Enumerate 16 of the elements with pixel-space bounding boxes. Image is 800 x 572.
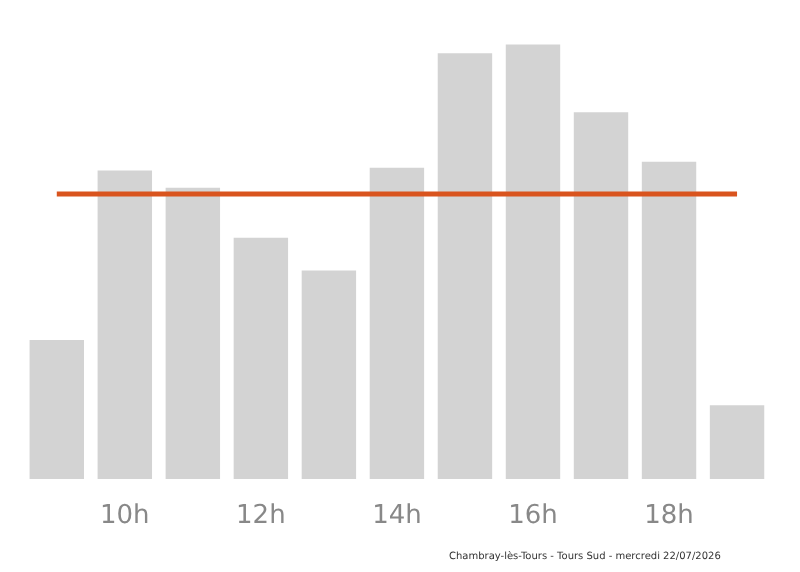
bar [437, 53, 493, 479]
bar [301, 270, 357, 479]
x-tick-label: 12h [236, 501, 286, 531]
x-tick-label: 18h [644, 501, 694, 531]
bar [505, 44, 561, 479]
bar [369, 167, 425, 479]
bar [97, 170, 153, 479]
bar [573, 112, 629, 479]
bar [709, 405, 765, 479]
x-tick-label: 10h [100, 501, 150, 531]
bar [641, 161, 697, 479]
x-tick-label: 16h [508, 501, 558, 531]
bar [233, 237, 289, 479]
x-tick-label: 14h [372, 501, 422, 531]
bar [29, 339, 84, 479]
bar [165, 187, 221, 479]
